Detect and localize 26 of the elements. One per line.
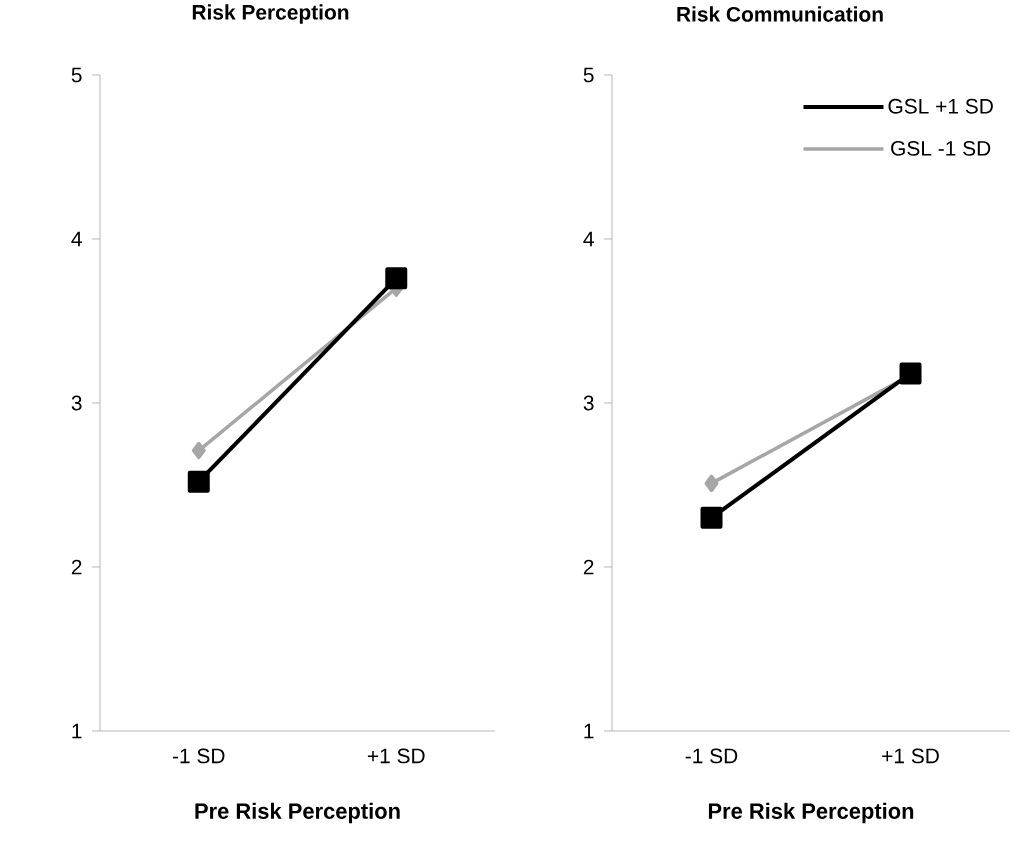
legend-label: GSL +1 SD — [888, 98, 993, 114]
x-tick-label: +1 SD — [882, 748, 939, 764]
point — [191, 441, 206, 460]
y-tick-label: 3 — [71, 395, 82, 411]
point — [704, 474, 719, 493]
point — [385, 267, 408, 290]
x-tick-label: -1 SD — [685, 748, 738, 764]
x-axis-title: Pre Risk Perception — [708, 802, 914, 824]
y-tick-label: 3 — [583, 395, 594, 411]
y-tick-label: 5 — [583, 67, 594, 83]
y-tick-label: 1 — [584, 723, 594, 739]
y-tick-label: 4 — [583, 231, 594, 247]
x-tick-label: -1 SD — [172, 748, 225, 764]
y-tick-label: 1 — [72, 723, 82, 739]
legend-label: GSL -1 SD — [891, 140, 991, 156]
y-tick-label: 2 — [583, 559, 594, 575]
y-tick-label: 4 — [71, 231, 82, 247]
point — [899, 362, 922, 385]
x-tick-label: +1 SD — [367, 748, 425, 764]
point — [700, 506, 723, 529]
y-tick-label: 5 — [71, 67, 82, 83]
chart-title: Risk Perception — [192, 4, 349, 24]
y-tick-label: 2 — [71, 559, 82, 575]
x-axis-title: Pre Risk Perception — [195, 802, 400, 824]
chart-title: Risk Communication — [677, 6, 883, 22]
point — [187, 470, 210, 493]
